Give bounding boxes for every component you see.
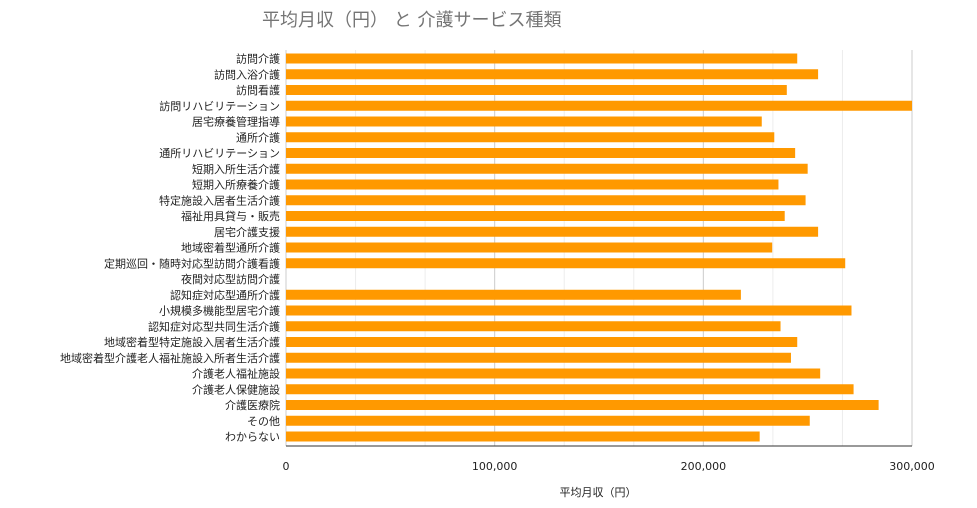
category-label: 居宅療養管理指導	[192, 115, 280, 129]
bar	[286, 132, 775, 143]
bar	[286, 100, 912, 111]
x-tick-labels: 0 100,000 200,000 300,000	[283, 460, 935, 473]
category-label: 訪問看護	[236, 83, 280, 97]
bar	[286, 211, 785, 221]
category-label: わからない	[225, 431, 280, 444]
category-label: 短期入所生活介護	[192, 162, 280, 176]
bar	[286, 69, 819, 80]
x-axis-title: 平均月収（円）	[560, 486, 637, 499]
category-label: 訪問介護	[236, 52, 280, 66]
category-label: 介護医療院	[225, 398, 280, 412]
bar	[286, 400, 879, 410]
category-label: 小規模多機能型居宅介護	[159, 304, 280, 318]
bar	[286, 226, 819, 237]
bar	[286, 195, 806, 206]
category-label: 居宅介護支援	[214, 225, 280, 239]
category-label: 介護老人保健施設	[192, 382, 280, 396]
category-label: 認知症対応型共同生活介護	[148, 319, 280, 333]
category-label: 地域密着型特定施設入居者生活介護	[104, 335, 280, 349]
category-label: その他	[247, 415, 280, 428]
category-label: 短期入所療養介護	[192, 178, 280, 192]
bar	[286, 352, 791, 363]
bar	[286, 179, 779, 190]
bar	[286, 384, 854, 395]
bar	[286, 148, 796, 158]
category-label: 夜間対応型訪問介護	[181, 272, 280, 286]
bar	[286, 431, 760, 442]
category-label: 特定施設入居者生活介護	[159, 193, 280, 207]
category-label: 訪問入浴介護	[214, 67, 280, 81]
bar	[286, 53, 798, 64]
category-label: 認知症対応型通所介護	[170, 288, 280, 302]
x-tick-label: 200,000	[681, 460, 727, 473]
bar	[286, 258, 846, 269]
category-label: 定期巡回・随時対応型訪問介護看護	[104, 256, 280, 270]
chart-title: 平均月収（円） と 介護サービス種類	[262, 10, 561, 31]
category-label: 地域密着型通所介護	[181, 241, 280, 255]
bar	[286, 415, 810, 426]
category-label: 通所リハビリテーション	[159, 147, 280, 160]
bar	[286, 116, 762, 127]
category-label: 地域密着型介護老人福祉施設入所者生活介護	[60, 351, 280, 365]
bar	[286, 163, 808, 174]
bar	[286, 321, 781, 332]
x-tick-label: 100,000	[472, 460, 518, 473]
category-label: 福祉用具貸与・販売	[181, 209, 280, 223]
x-tick-label: 300,000	[889, 460, 935, 473]
category-label: 通所介護	[236, 130, 280, 144]
category-label: 訪問リハビリテーション	[159, 99, 280, 113]
bar	[286, 242, 773, 253]
bar	[286, 368, 821, 379]
category-label: 介護老人福祉施設	[192, 367, 280, 381]
bars	[286, 53, 912, 442]
bar	[286, 305, 852, 316]
bar	[286, 337, 798, 347]
bar	[286, 85, 787, 95]
category-labels: 訪問介護訪問入浴介護訪問看護訪問リハビリテーション居宅療養管理指導通所介護通所リ…	[60, 52, 280, 444]
x-tick-label: 0	[283, 460, 290, 473]
bar	[286, 289, 741, 300]
